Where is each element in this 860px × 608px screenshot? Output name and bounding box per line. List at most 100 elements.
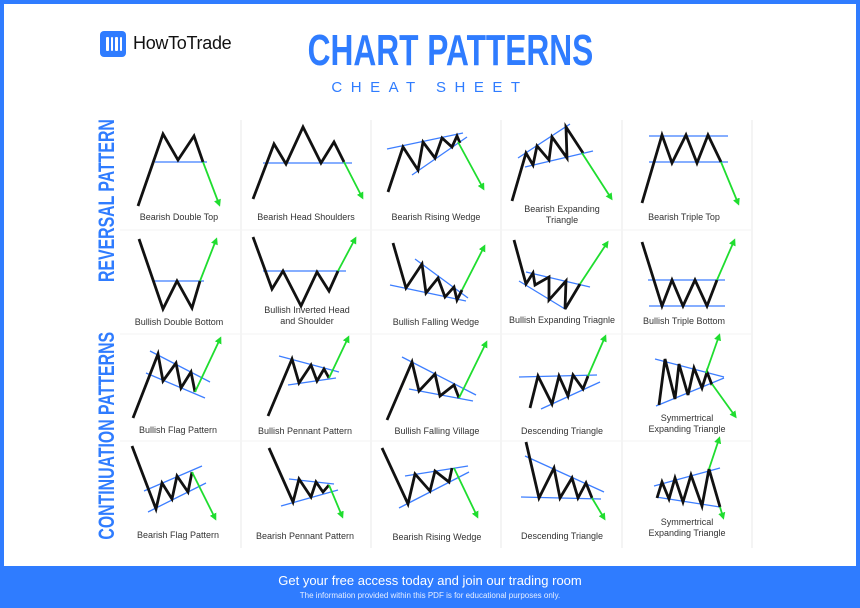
breakout-arrow xyxy=(328,335,350,379)
price-line xyxy=(267,447,331,507)
trend-line xyxy=(288,478,335,485)
breakout-arrow xyxy=(199,237,218,282)
pattern-8 xyxy=(389,242,486,305)
price-line xyxy=(528,371,590,409)
price-line xyxy=(640,241,719,311)
pattern-label: Bearish Triple Top xyxy=(648,212,720,222)
breakout-arrow xyxy=(202,161,221,207)
breakout-arrow xyxy=(461,244,486,291)
trend-line xyxy=(389,284,467,302)
trend-line xyxy=(386,132,464,150)
trend-line xyxy=(398,471,470,509)
pattern-4 xyxy=(510,122,613,202)
footer-cta[interactable]: Get your free access today and join our … xyxy=(278,573,582,588)
trend-line xyxy=(655,496,721,508)
price-line xyxy=(251,236,340,310)
pattern-label: Bearish Pennant Pattern xyxy=(255,531,355,541)
logo-text: HowToTrade xyxy=(133,33,232,53)
price-line xyxy=(136,130,205,207)
pattern-11 xyxy=(131,336,222,419)
breakout-arrow xyxy=(328,484,344,519)
pattern-10 xyxy=(640,238,736,311)
trend-line xyxy=(414,258,469,299)
pattern-label: Bullish Falling Wedge xyxy=(392,317,480,327)
pattern-3 xyxy=(386,132,485,193)
footer-disclaimer: The information provided within this PDF… xyxy=(299,591,561,600)
breakout-arrow xyxy=(453,467,479,519)
pattern-13 xyxy=(385,340,488,421)
price-line xyxy=(640,130,723,204)
breakout-arrow xyxy=(716,238,736,281)
price-line xyxy=(391,242,464,305)
pattern-17 xyxy=(267,447,344,519)
pattern-label: Bullish Expanding Triagnle xyxy=(508,315,616,325)
pattern-15 xyxy=(654,333,737,419)
pattern-label: Bearish Double Top xyxy=(139,212,219,222)
trend-line xyxy=(280,489,339,507)
pattern-16 xyxy=(130,445,217,521)
price-line xyxy=(512,239,582,310)
pattern-label: Descending Triangle xyxy=(520,531,604,541)
price-line xyxy=(655,468,722,512)
price-line xyxy=(380,447,454,509)
trend-line xyxy=(518,280,566,310)
pattern-label: Bearish Rising Wedge xyxy=(391,212,481,222)
pattern-label: Bullish Triple Bottom xyxy=(642,316,726,326)
pattern-18 xyxy=(380,447,479,519)
pattern-label: Bearish Head Shoulders xyxy=(257,212,355,222)
pattern-6 xyxy=(137,237,218,313)
price-line xyxy=(524,441,594,503)
pattern-1 xyxy=(136,130,221,207)
breakout-arrow xyxy=(191,471,217,521)
pattern-19 xyxy=(520,441,606,521)
pattern-7 xyxy=(251,236,357,310)
pattern-label: Bearish Flag Pattern xyxy=(136,530,220,540)
pattern-20 xyxy=(653,436,726,520)
price-line xyxy=(137,238,202,313)
pattern-label: Descending Triangle xyxy=(520,426,604,436)
trend-line xyxy=(278,355,340,373)
pattern-14 xyxy=(518,334,607,410)
breakout-arrow xyxy=(458,340,488,399)
pattern-label: Bearish Rising Wedge xyxy=(392,532,482,542)
page-title: CHART PATTERNS xyxy=(307,26,594,75)
pattern-label: Symmertrical Expanding Triangle xyxy=(648,517,726,538)
pattern-9 xyxy=(512,239,609,310)
breakout-arrow xyxy=(708,436,722,470)
price-line xyxy=(130,445,194,514)
pattern-label: Bearish Expanding Triangle xyxy=(524,204,600,225)
trend-line xyxy=(145,372,206,399)
trend-line xyxy=(149,350,211,383)
pattern-label: Bullish Pennant Pattern xyxy=(257,426,353,436)
price-line xyxy=(251,123,346,200)
trend-line xyxy=(287,377,337,386)
pattern-label: Bullish Falling Village xyxy=(394,426,480,436)
pattern-12 xyxy=(266,335,350,417)
price-line xyxy=(266,354,331,417)
page-subtitle: CHEAT SHEET xyxy=(331,79,529,96)
price-line xyxy=(131,348,197,419)
trend-line xyxy=(143,465,203,492)
breakout-arrow xyxy=(587,334,607,377)
breakout-arrow xyxy=(194,336,222,393)
breakout-arrow xyxy=(711,383,737,419)
breakout-arrow xyxy=(720,161,740,206)
price-line xyxy=(385,357,461,421)
breakout-arrow xyxy=(579,240,609,285)
breakout-arrow xyxy=(457,141,485,191)
pattern-label: Symmertrical Expanding Triangle xyxy=(648,413,726,434)
breakout-arrow xyxy=(718,506,726,520)
breakout-arrow xyxy=(591,497,606,521)
logo-icon xyxy=(100,31,126,57)
pattern-2 xyxy=(251,123,364,200)
breakout-arrow xyxy=(343,161,364,200)
price-line xyxy=(657,358,714,406)
breakout-arrow xyxy=(705,333,721,374)
pattern-label: Bullish Flag Pattern xyxy=(138,425,218,435)
pattern-label: Bullish Double Bottom xyxy=(134,317,224,327)
breakout-arrow xyxy=(337,236,357,272)
pattern-5 xyxy=(640,130,740,206)
breakout-arrow xyxy=(581,152,613,201)
price-line xyxy=(386,132,462,193)
